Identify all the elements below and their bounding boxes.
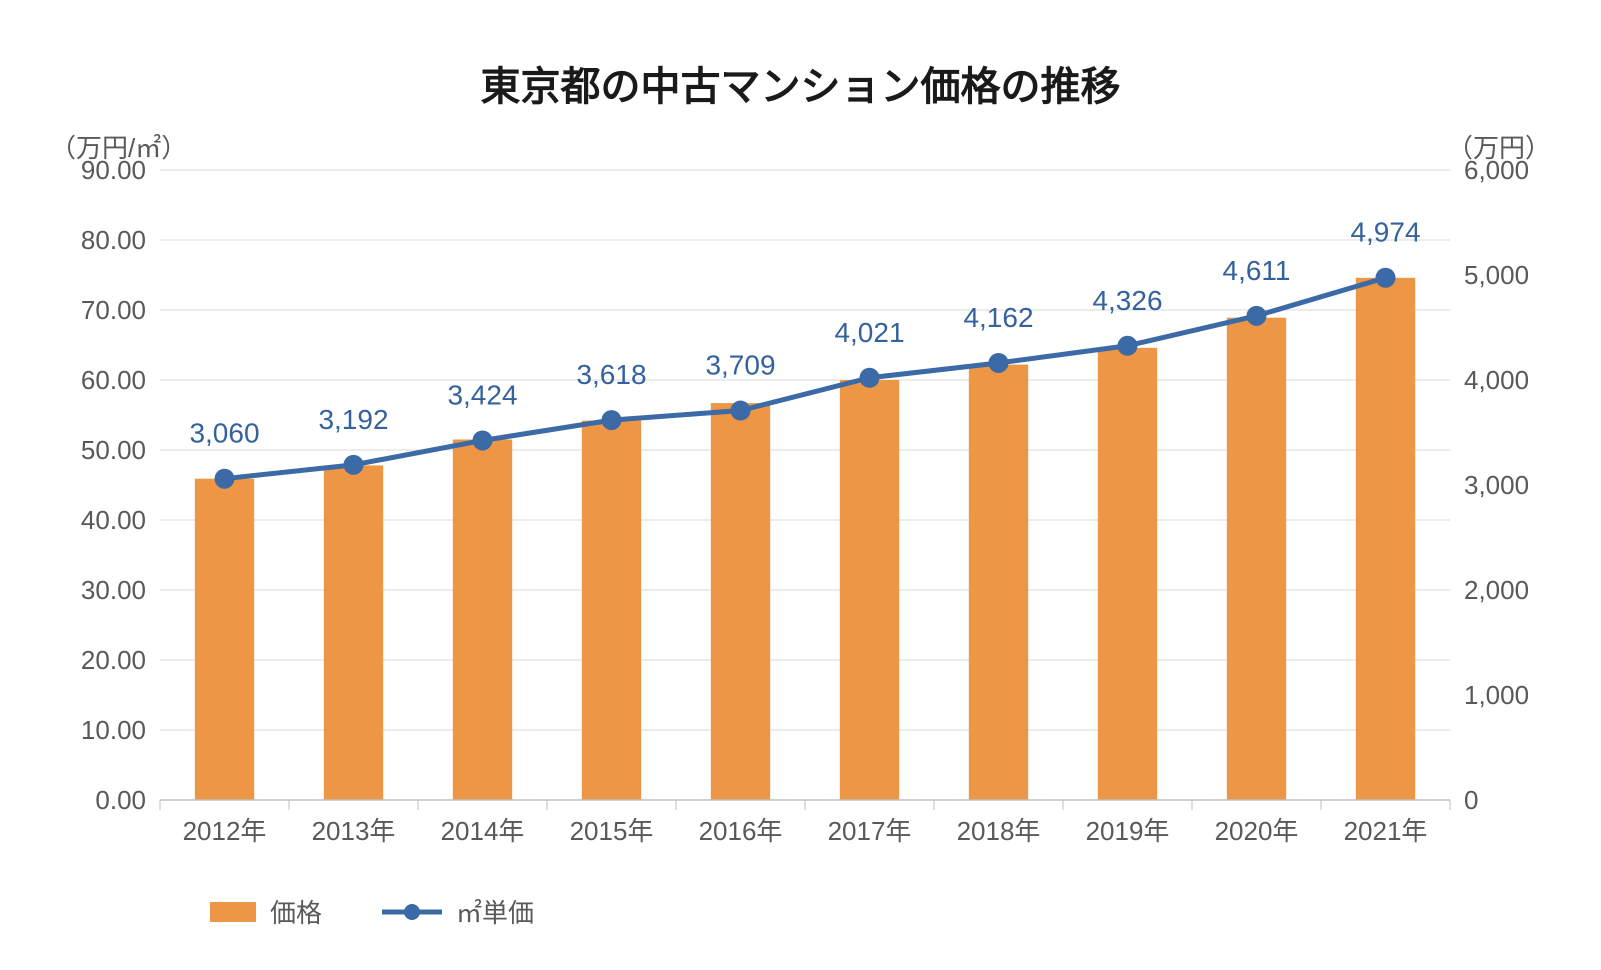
bar bbox=[711, 403, 770, 800]
legend-swatch-line bbox=[382, 902, 442, 922]
x-tick-label: 2013年 bbox=[312, 816, 396, 846]
line-marker bbox=[989, 353, 1009, 373]
y-left-tick-label: 10.00 bbox=[81, 715, 146, 745]
y-left-tick-label: 90.00 bbox=[81, 155, 146, 185]
line-data-label: 3,709 bbox=[705, 350, 775, 381]
line-data-label: 3,424 bbox=[447, 379, 517, 410]
y-right-tick-label: 3,000 bbox=[1464, 470, 1529, 500]
y-left-tick-label: 50.00 bbox=[81, 435, 146, 465]
legend-label-bar: 価格 bbox=[270, 893, 322, 930]
bar bbox=[1356, 278, 1415, 800]
legend: 価格 ㎡単価 bbox=[210, 893, 534, 930]
line-marker bbox=[1118, 336, 1138, 356]
y-left-tick-label: 60.00 bbox=[81, 365, 146, 395]
y-right-tick-label: 2,000 bbox=[1464, 575, 1529, 605]
bar bbox=[840, 380, 899, 800]
x-tick-label: 2014年 bbox=[441, 816, 525, 846]
line-marker bbox=[1247, 306, 1267, 326]
y-left-tick-label: 70.00 bbox=[81, 295, 146, 325]
legend-item-bar: 価格 bbox=[210, 893, 322, 930]
x-tick-label: 2016年 bbox=[699, 816, 783, 846]
line-data-label: 4,326 bbox=[1092, 285, 1162, 316]
line-data-label: 3,192 bbox=[318, 404, 388, 435]
y-left-tick-label: 20.00 bbox=[81, 645, 146, 675]
bar bbox=[1227, 318, 1286, 800]
bar bbox=[195, 479, 254, 800]
line-data-label: 4,974 bbox=[1350, 217, 1420, 248]
bar bbox=[1098, 348, 1157, 800]
line-marker bbox=[602, 410, 622, 430]
x-tick-label: 2021年 bbox=[1344, 816, 1428, 846]
line-data-label: 4,162 bbox=[963, 302, 1033, 333]
line-data-label: 4,021 bbox=[834, 317, 904, 348]
bar bbox=[969, 365, 1028, 800]
y-left-tick-label: 80.00 bbox=[81, 225, 146, 255]
y-left-tick-label: 40.00 bbox=[81, 505, 146, 535]
line-marker bbox=[473, 430, 493, 450]
y-right-tick-label: 5,000 bbox=[1464, 260, 1529, 290]
y-right-tick-label: 4,000 bbox=[1464, 365, 1529, 395]
line-marker bbox=[1376, 268, 1396, 288]
y-right-tick-label: 0 bbox=[1464, 785, 1478, 815]
chart-svg: 0.00 10.00 20.00 30.00 40.00 50.00 60.00 70.00 8… bbox=[0, 0, 1601, 970]
bar bbox=[453, 440, 512, 801]
y-left-tick-label: 0.00 bbox=[95, 785, 146, 815]
line-marker bbox=[731, 401, 751, 421]
x-tick-label: 2019年 bbox=[1086, 816, 1170, 846]
line-data-label: 3,060 bbox=[189, 418, 259, 449]
x-tick-label: 2012年 bbox=[183, 816, 267, 846]
y-right-tick-label: 1,000 bbox=[1464, 680, 1529, 710]
x-tick-label: 2015年 bbox=[570, 816, 654, 846]
bar bbox=[324, 465, 383, 800]
bar bbox=[582, 421, 641, 800]
line-data-label: 3,618 bbox=[576, 359, 646, 390]
y-left-tick-label: 30.00 bbox=[81, 575, 146, 605]
legend-swatch-bar bbox=[210, 902, 256, 922]
chart-container: 東京都の中古マンション価格の推移 （万円/㎡） （万円） 0.0010.0020… bbox=[0, 0, 1601, 970]
line-marker bbox=[860, 368, 880, 388]
line-series bbox=[225, 278, 1386, 479]
x-tick-label: 2018年 bbox=[957, 816, 1041, 846]
x-tick-label: 2017年 bbox=[828, 816, 912, 846]
y-right-tick-label: 6,000 bbox=[1464, 155, 1529, 185]
line-marker bbox=[215, 469, 235, 489]
legend-item-line: ㎡単価 bbox=[382, 893, 534, 930]
legend-line-marker bbox=[404, 904, 420, 920]
legend-label-line: ㎡単価 bbox=[456, 893, 534, 930]
x-tick-label: 2020年 bbox=[1215, 816, 1299, 846]
line-data-label: 4,611 bbox=[1223, 255, 1291, 286]
line-marker bbox=[344, 455, 364, 475]
